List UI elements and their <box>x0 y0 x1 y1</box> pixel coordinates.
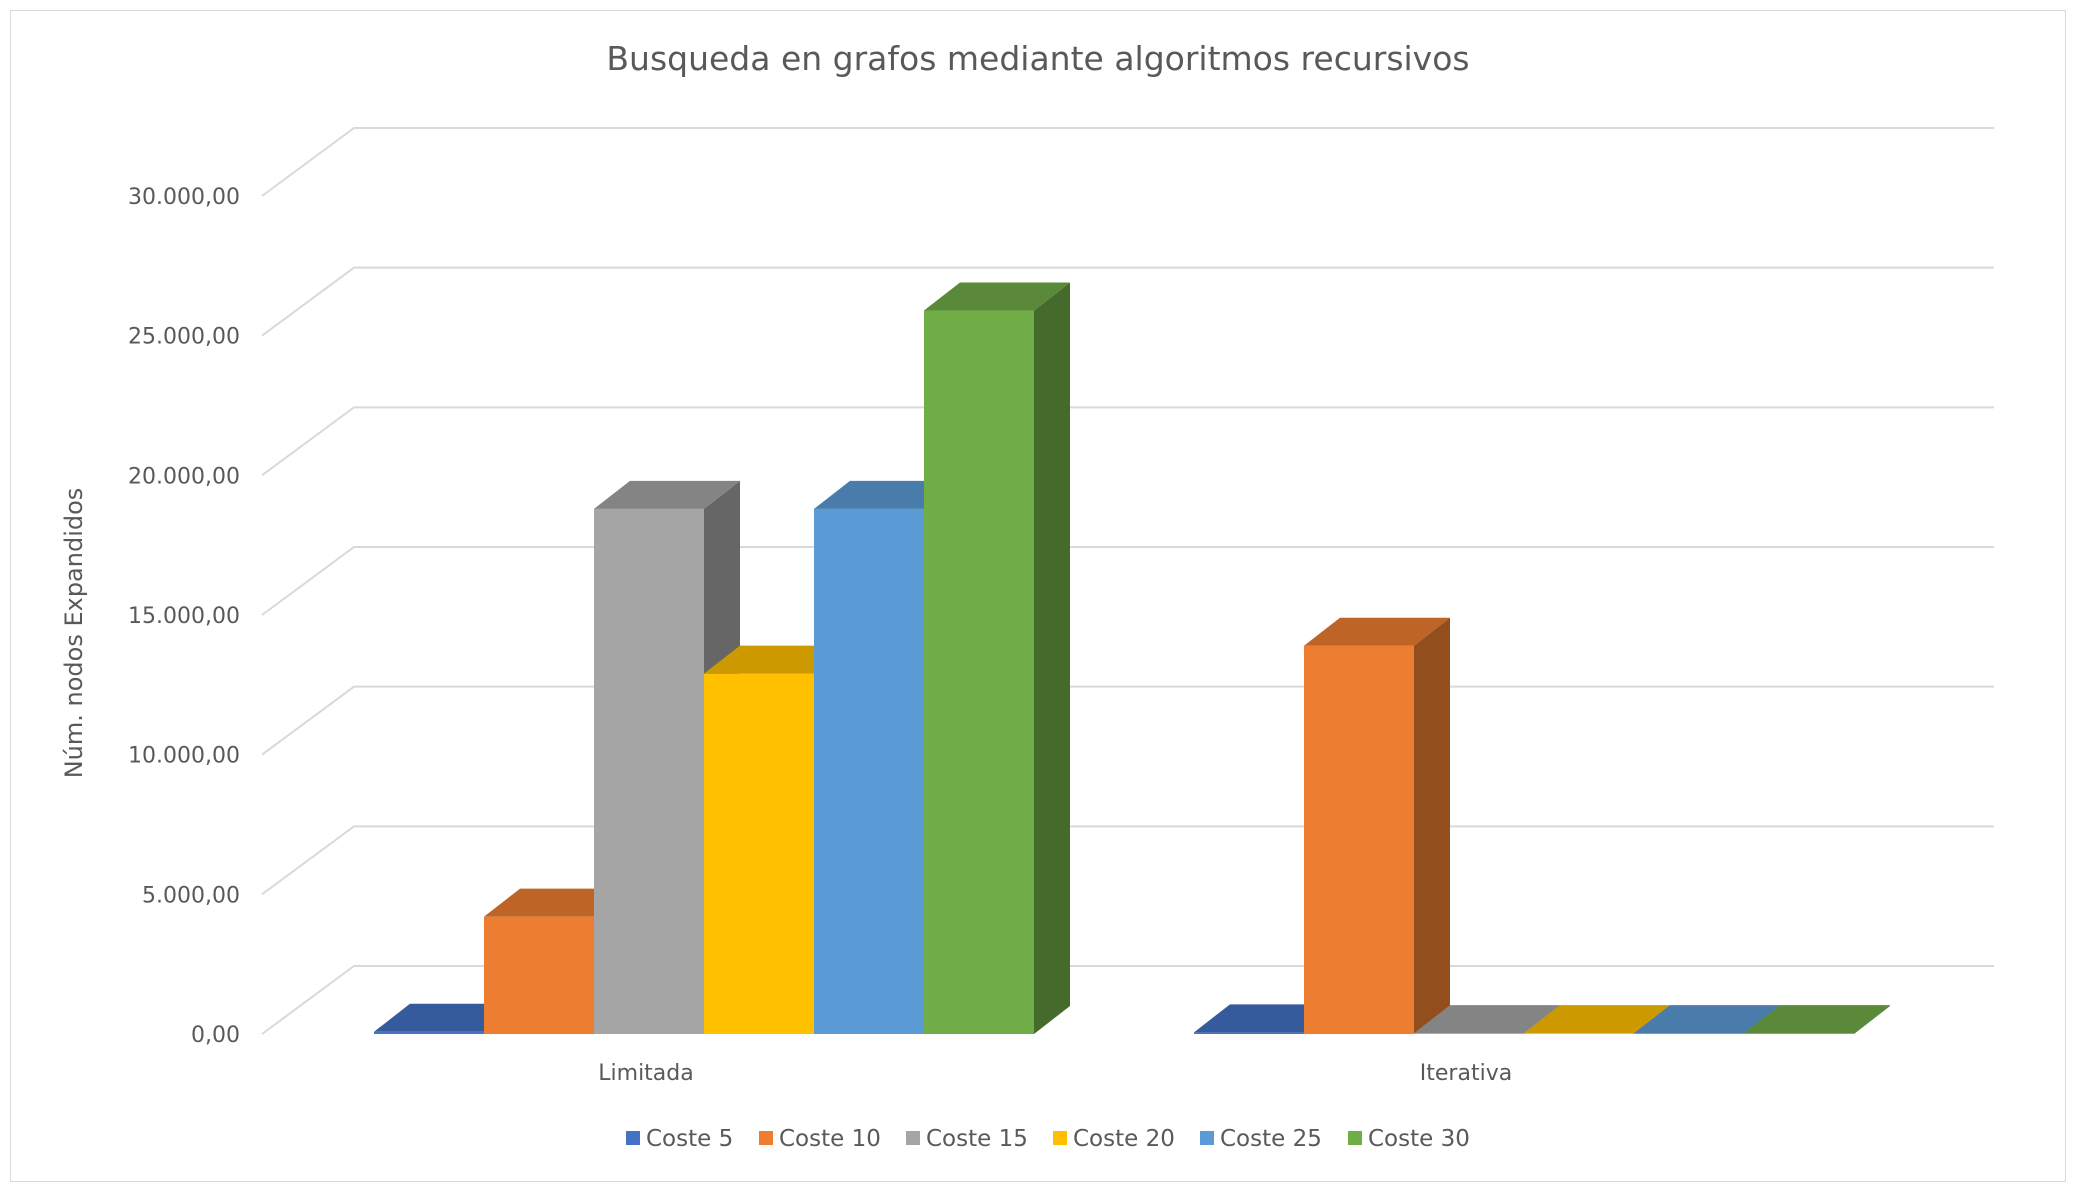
legend-swatch <box>759 1131 773 1145</box>
legend-label: Coste 15 <box>926 1126 1028 1152</box>
legend-swatch <box>1348 1131 1362 1145</box>
bar-front <box>484 916 594 1034</box>
y-tick-label: 0,00 <box>191 1023 240 1048</box>
bar-iterativa-coste-10 <box>1304 617 1450 1034</box>
bar-top <box>814 480 960 509</box>
legend-item: Coste 15 <box>906 1126 1028 1152</box>
bar-front <box>1744 1033 1854 1034</box>
legend-swatch <box>1200 1131 1214 1145</box>
x-axis-categories: Limitada Iterativa <box>598 1061 1512 1086</box>
bar-side <box>1854 1005 1890 1034</box>
bar-front <box>1304 645 1414 1034</box>
y-axis-title: Núm. nodos Expandidos <box>60 488 88 779</box>
legend-label: Coste 30 <box>1368 1126 1470 1152</box>
bar-top <box>704 645 850 674</box>
legend-label: Coste 10 <box>779 1126 881 1152</box>
legend-item: Coste 10 <box>759 1126 881 1152</box>
y-tick-label: 10.000,00 <box>128 744 240 769</box>
gridline <box>261 685 1994 756</box>
gridline <box>261 127 1994 197</box>
legend: Coste 5 Coste 10 Coste 15 Coste 20 Coste 25 C… <box>626 1126 1470 1152</box>
bar-top <box>1194 1004 1340 1033</box>
legend-swatch <box>626 1131 640 1145</box>
legend-item: Coste 30 <box>1348 1126 1470 1152</box>
bar-top <box>1744 1005 1890 1034</box>
legend-item: Coste 5 <box>626 1126 733 1152</box>
gridline <box>261 546 1994 616</box>
bar-front <box>594 508 704 1034</box>
legend-label: Coste 20 <box>1073 1126 1175 1152</box>
x-category-label: Iterativa <box>1420 1061 1512 1086</box>
x-category-label: Limitada <box>598 1061 693 1086</box>
bar-front <box>1194 1032 1304 1034</box>
bar-front <box>1414 1033 1524 1034</box>
chart-title: Busqueda en grafos mediante algoritmos r… <box>606 39 1469 78</box>
gridline <box>261 406 1994 477</box>
legend-label: Coste 25 <box>1220 1126 1322 1152</box>
bar-top <box>1524 1005 1670 1034</box>
legend-swatch <box>906 1131 920 1145</box>
bar-front <box>1634 1033 1744 1034</box>
bar-top <box>1304 617 1450 646</box>
legend-swatch <box>1053 1131 1067 1145</box>
bar-limitada-coste-30 <box>924 282 1070 1034</box>
bar-side <box>1414 617 1450 1034</box>
bar-top <box>374 1003 520 1032</box>
legend-label: Coste 5 <box>646 1126 733 1152</box>
bar-top <box>1634 1005 1780 1034</box>
y-tick-label: 30.000,00 <box>128 185 240 210</box>
legend-item: Coste 25 <box>1200 1126 1322 1152</box>
bar-front <box>1524 1033 1634 1034</box>
y-tick-label: 5.000,00 <box>142 883 240 908</box>
y-tick-label: 20.000,00 <box>128 464 240 489</box>
bar-front <box>814 508 924 1034</box>
legend-item: Coste 20 <box>1053 1126 1175 1152</box>
bar-top <box>924 282 1070 311</box>
gridline <box>261 266 1994 337</box>
bar-side <box>1034 282 1070 1034</box>
bar-top <box>1414 1005 1560 1034</box>
bar-top <box>484 888 630 917</box>
bar-top <box>594 480 740 509</box>
y-tick-label: 15.000,00 <box>128 604 240 629</box>
y-axis-ticks: 0,00 5.000,00 10.000,00 15.000,00 20.000,00 2… <box>128 185 240 1048</box>
bar-front <box>924 310 1034 1034</box>
bar-front <box>704 673 814 1034</box>
bar-iterativa-coste-30 <box>1744 1005 1890 1034</box>
gridline <box>261 825 1994 896</box>
bar-front <box>374 1031 484 1034</box>
y-tick-label: 25.000,00 <box>128 325 240 350</box>
bars <box>374 282 1890 1034</box>
